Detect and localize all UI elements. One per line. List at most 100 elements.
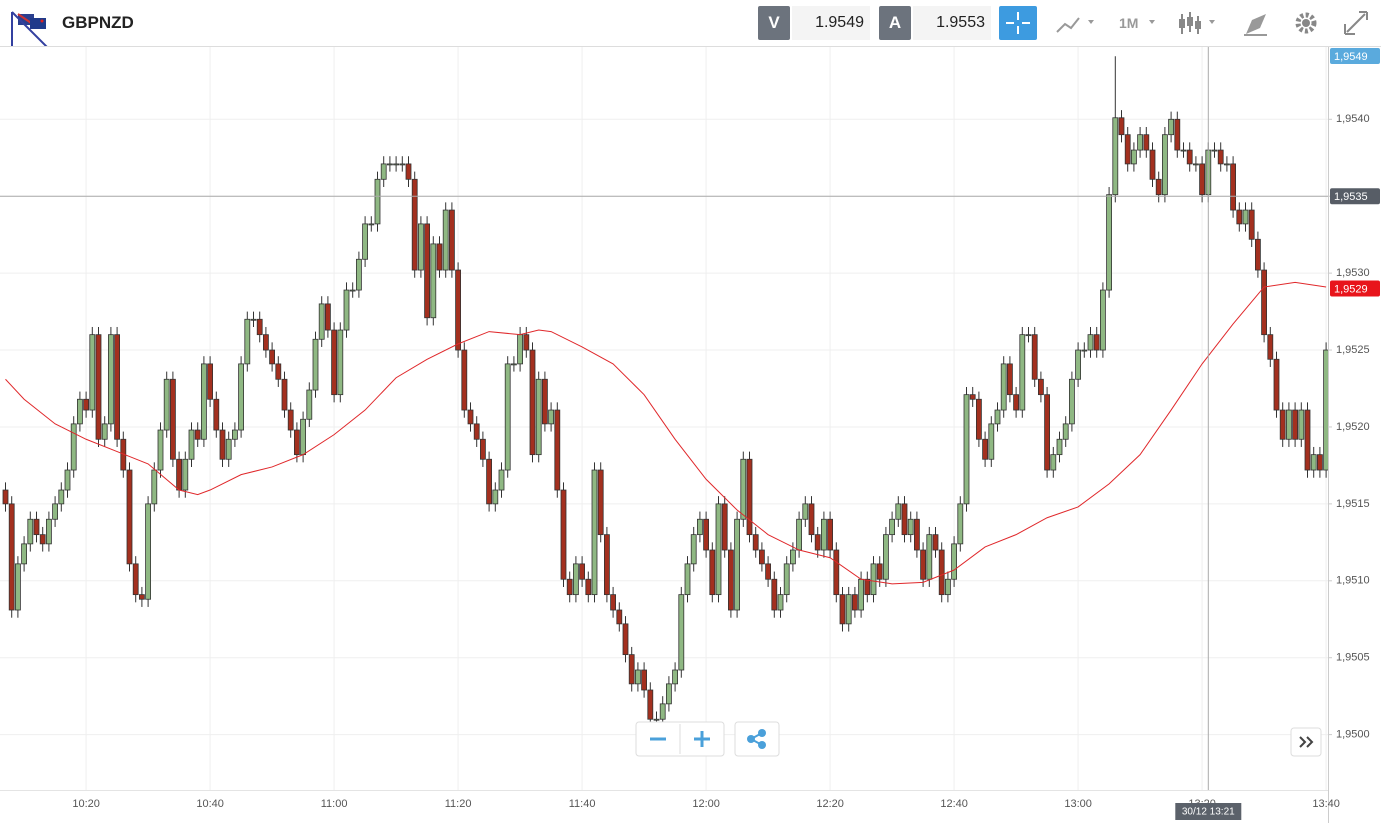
candle-body <box>1186 149 1193 165</box>
candle-body <box>666 683 672 705</box>
candle-body <box>504 363 511 471</box>
bid-price[interactable]: 1.9549 <box>792 6 870 40</box>
candle-body <box>2 489 9 505</box>
candle-body <box>318 303 325 340</box>
candle-body <box>1087 334 1094 351</box>
candle-body <box>963 394 970 505</box>
candle-body <box>486 458 493 505</box>
candle-body <box>473 423 480 440</box>
candle-body <box>300 418 307 456</box>
candle-body <box>914 518 920 551</box>
candle-body <box>145 503 152 600</box>
candle-body <box>207 363 214 400</box>
candle-body <box>1224 163 1230 166</box>
candle-body <box>653 718 660 721</box>
candle-body <box>89 334 96 411</box>
candle-body <box>529 349 536 456</box>
candle-body <box>845 594 852 625</box>
candle-body <box>1323 349 1328 471</box>
candle-body <box>1100 289 1106 351</box>
candle-body <box>1118 117 1125 136</box>
candle-body <box>883 534 889 580</box>
candle-body <box>1069 378 1075 425</box>
share-button[interactable] <box>734 721 780 757</box>
ask-label[interactable]: A <box>879 6 911 40</box>
chart: 1,9500 1,9505 1,9510 1,9515 1,9520 1,9525 1,95… <box>0 47 1380 823</box>
plot <box>0 47 1328 790</box>
candle-body <box>157 429 164 471</box>
candle-body <box>976 398 982 440</box>
candle-body <box>765 563 771 580</box>
candle-body <box>659 703 666 720</box>
candle-body <box>293 429 300 456</box>
candle-body <box>169 378 176 460</box>
candle-body <box>554 409 561 491</box>
candle-body <box>1025 334 1032 337</box>
candle-body <box>1038 378 1044 396</box>
price-label: 1,9535 <box>1334 191 1368 203</box>
scroll-right-button[interactable] <box>1290 727 1322 757</box>
candle-body <box>740 458 747 520</box>
candle-body <box>1155 178 1162 196</box>
candle-body <box>864 578 871 596</box>
ask-price[interactable]: 1.9553 <box>913 6 991 40</box>
moving-average-line <box>5 281 1327 585</box>
zoom-controls[interactable] <box>635 721 725 757</box>
candle-body <box>52 503 58 520</box>
candle-body <box>27 518 34 545</box>
y-tick-label: 1,9510 <box>1336 575 1370 587</box>
candle-body <box>796 518 802 551</box>
candle-body <box>1137 134 1143 151</box>
crosshair-time-box <box>1175 803 1242 820</box>
candle-body <box>1149 149 1156 180</box>
bid-label[interactable]: V <box>758 6 790 40</box>
candle-body <box>1292 409 1298 440</box>
candle-body <box>566 578 573 596</box>
candle-body <box>1000 363 1007 411</box>
candle-body <box>610 594 616 611</box>
candle-body <box>647 689 654 720</box>
candle-body <box>492 489 499 505</box>
candle-body <box>312 338 319 391</box>
candle-body <box>368 223 375 226</box>
candle-body <box>585 578 592 596</box>
candle-body <box>945 578 951 596</box>
candle-body <box>200 363 207 440</box>
candle-body <box>1217 149 1224 165</box>
candle-body <box>684 563 691 596</box>
candle-body <box>895 503 902 520</box>
candle-body <box>920 549 926 580</box>
candle-body <box>250 318 257 321</box>
candle-body <box>1279 409 1286 440</box>
candle-body <box>188 429 195 460</box>
y-tick-label: 1,9500 <box>1336 729 1370 741</box>
candle-body <box>938 549 945 596</box>
candle-body <box>21 543 28 565</box>
candle-body <box>39 534 46 545</box>
candle-body <box>151 469 158 505</box>
candle-body <box>58 489 65 505</box>
candle-body <box>690 534 697 565</box>
timeframe[interactable]: 1M <box>1119 15 1139 31</box>
symbol[interactable]: GBPNZD <box>62 13 134 32</box>
candle-body <box>858 578 864 611</box>
price-label: 1,9549 <box>1334 51 1368 63</box>
candle-body <box>932 534 939 551</box>
candle-body <box>721 503 728 551</box>
x-tick-label: 12:40 <box>940 798 968 810</box>
candle-body <box>703 518 709 551</box>
candle-body <box>715 503 722 596</box>
x-tick-label: 13:40 <box>1312 798 1340 810</box>
candle-body <box>287 409 294 431</box>
candle-body <box>1062 423 1069 440</box>
candle-body <box>108 334 114 425</box>
y-tick-label: 1,9540 <box>1336 113 1370 125</box>
candle-body <box>982 438 988 460</box>
toolbar-icons[interactable] <box>999 0 1381 46</box>
candle-body <box>523 334 530 351</box>
candle-body <box>430 243 437 319</box>
x-tick-label: 11:00 <box>321 798 348 810</box>
candle-body <box>238 363 245 431</box>
candle-body <box>442 209 449 271</box>
candle-body <box>641 669 647 691</box>
